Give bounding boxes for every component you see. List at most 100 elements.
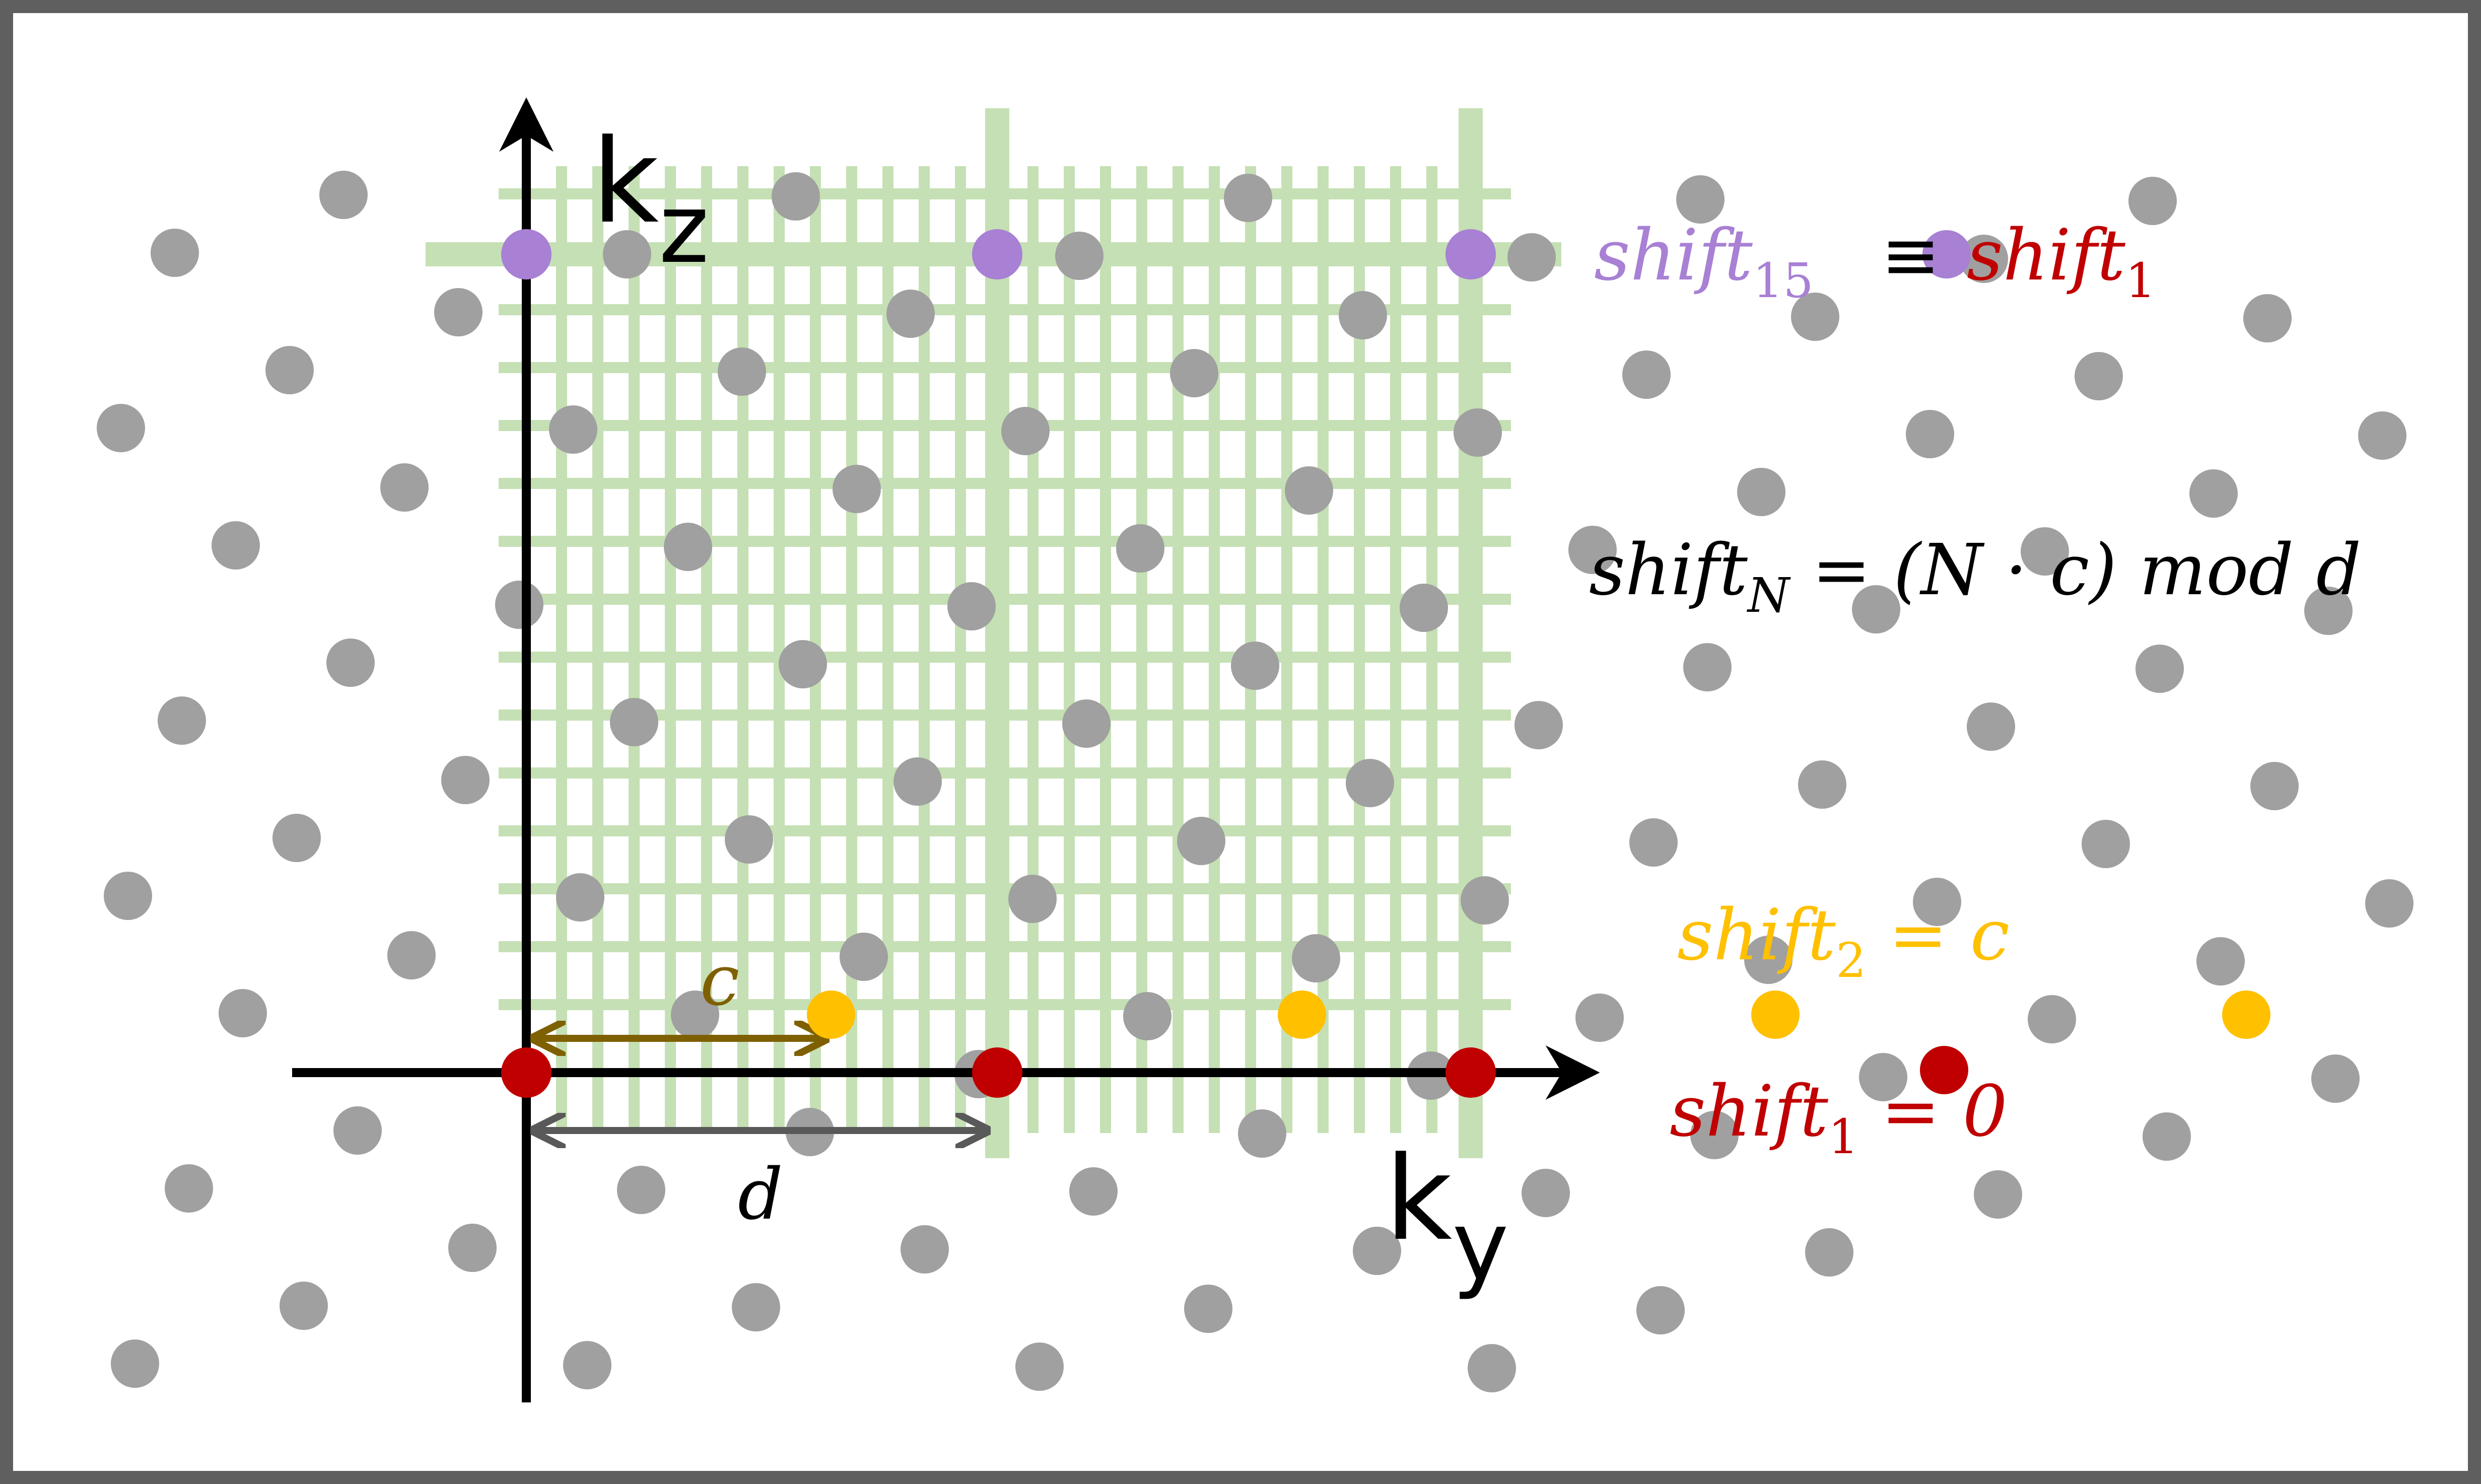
dimension-arrows: [534, 1038, 987, 1130]
background-point: [1960, 235, 2008, 283]
background-point: [2128, 177, 2177, 225]
background-point: [1055, 232, 1104, 280]
background-point: [326, 639, 375, 687]
background-point: [1629, 818, 1678, 867]
sampling-grid: [426, 108, 1561, 1158]
background-point: [732, 1283, 780, 1331]
background-point: [1852, 585, 1900, 633]
shift15-point: [1445, 229, 1496, 279]
background-point: [2082, 820, 2130, 868]
shift1-point: [972, 1047, 1022, 1098]
background-point: [840, 933, 888, 981]
background-point: [380, 463, 429, 512]
background-point: [1690, 1111, 1739, 1159]
background-point: [1468, 1344, 1516, 1392]
background-point: [1015, 1342, 1064, 1391]
background-point: [434, 288, 483, 336]
background-point: [1636, 1286, 1685, 1334]
background-point: [1568, 526, 1617, 574]
background-point: [2135, 645, 2184, 693]
background-point: [165, 1164, 213, 1213]
background-point: [1507, 233, 1556, 281]
background-point: [617, 1166, 665, 1214]
background-point: [104, 872, 152, 920]
highlighted-points: [501, 229, 2270, 1098]
background-point: [333, 1106, 382, 1155]
background-point: [280, 1282, 328, 1330]
background-point: [448, 1224, 497, 1272]
background-point: [1069, 1167, 1118, 1216]
background-point: [603, 230, 651, 278]
background-point: [725, 815, 773, 864]
shift15-point: [501, 229, 552, 279]
background-point: [1744, 936, 1793, 984]
background-point: [265, 346, 314, 394]
background-point: [610, 698, 658, 746]
background-point: [1123, 992, 1171, 1040]
background-point: [772, 172, 820, 221]
background-point: [893, 757, 942, 806]
background-point: [2028, 995, 2076, 1043]
background-point: [1805, 1228, 1853, 1277]
shift1-point: [501, 1047, 552, 1098]
background-point: [556, 873, 604, 922]
background-point: [495, 581, 543, 629]
background-point: [1676, 175, 1725, 224]
background-point: [549, 405, 597, 454]
shift1-legend-point: [1920, 1046, 1968, 1094]
background-point: [718, 347, 766, 396]
background-point: [1177, 817, 1225, 865]
background-point: [1859, 1053, 1907, 1101]
background-point: [2075, 352, 2123, 400]
background-point: [886, 290, 935, 338]
shift2-point: [2222, 991, 2270, 1039]
shift1-top-label: shift1: [1967, 215, 2156, 309]
shift15-legend-point: [1922, 230, 1971, 278]
background-point: [2021, 527, 2069, 576]
background-point: [387, 931, 436, 979]
shift15-label: shift15: [1594, 215, 1814, 309]
background-point: [1346, 759, 1394, 807]
background-point: [1238, 1109, 1286, 1158]
background-point: [1170, 349, 1218, 397]
background-point: [1514, 701, 1563, 749]
background-point: [219, 989, 267, 1037]
shift2-point: [1278, 991, 1326, 1039]
background-point: [441, 756, 490, 804]
background-point: [1008, 875, 1057, 923]
background-point: [1683, 643, 1732, 691]
background-point: [1791, 293, 1839, 341]
kz-axis-label: kz: [592, 115, 709, 285]
background-point: [1224, 174, 1272, 222]
background-point: [212, 521, 260, 570]
shift1-point: [1445, 1047, 1496, 1098]
background-point: [2143, 1112, 2191, 1161]
background-point: [1461, 876, 1509, 925]
background-point: [1575, 994, 1624, 1042]
background-point: [2189, 469, 2238, 518]
background-point: [151, 229, 199, 277]
shift2-label: shift2 = c: [1677, 894, 2010, 988]
shift-formula: shiftN = (N · c) mod d: [1589, 529, 2361, 623]
background-point: [1622, 350, 1671, 399]
background-point: [272, 814, 321, 862]
background-point: [1062, 699, 1111, 748]
background-point: [1737, 468, 1785, 516]
background-point: [833, 465, 881, 513]
background-point: [1913, 878, 1961, 926]
background-point: [779, 640, 827, 688]
background-point: [664, 523, 712, 571]
background-point: [2250, 762, 2299, 810]
background-point: [563, 1341, 611, 1389]
background-point: [1400, 584, 1448, 632]
background-point: [1454, 408, 1502, 457]
background-point: [1522, 1169, 1570, 1217]
background-point: [319, 171, 368, 219]
background-point: [1285, 466, 1333, 515]
shift15-point: [972, 229, 1022, 279]
background-point: [1967, 702, 2015, 751]
background-point: [111, 1339, 159, 1388]
shift2-point: [1751, 991, 1800, 1039]
background-point: [1353, 1227, 1401, 1275]
